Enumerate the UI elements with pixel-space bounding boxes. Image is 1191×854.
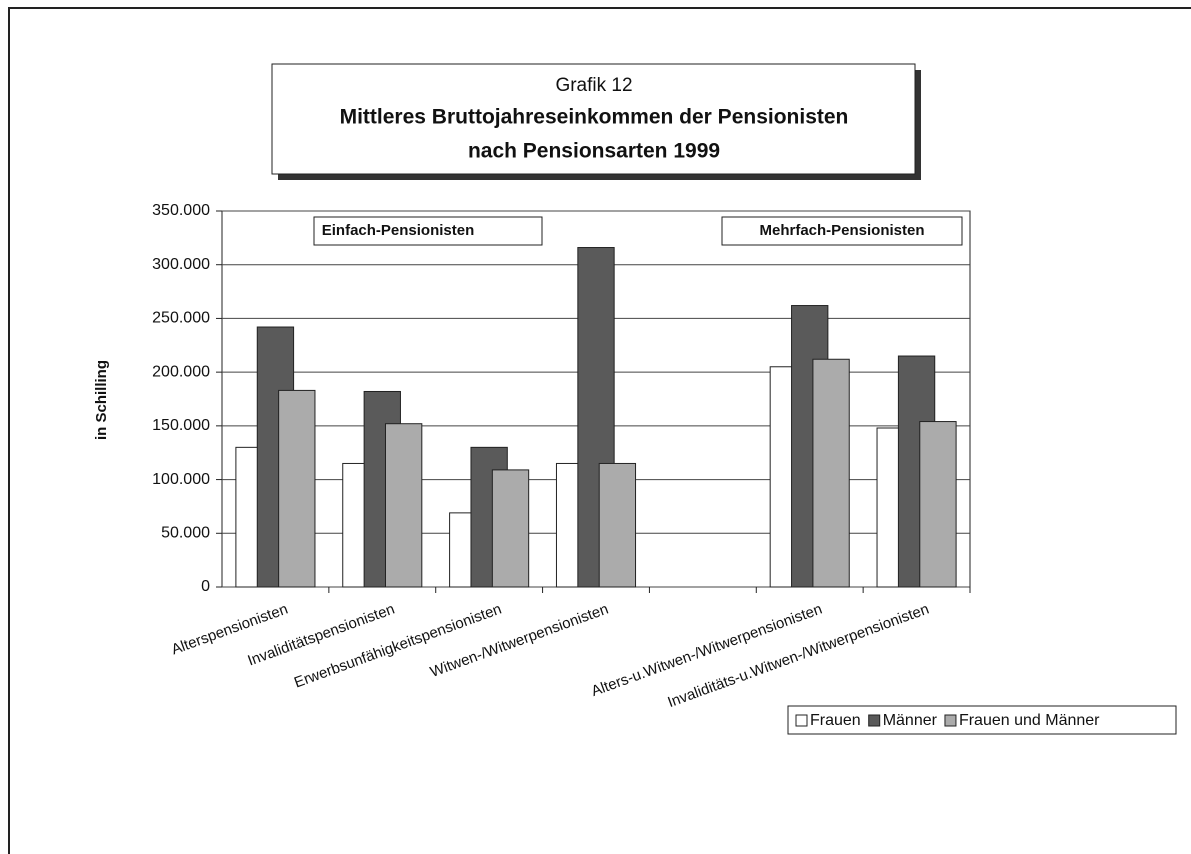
- legend-swatch: [868, 714, 881, 727]
- y-tick-label: 200.000: [152, 363, 210, 380]
- title-box: [271, 63, 916, 175]
- legend-label: Frauen: [810, 712, 861, 729]
- annotation-box: [313, 216, 543, 246]
- y-tick-label: 50.000: [161, 525, 210, 542]
- x-tick-label: Erwerbsunfähigkeitspensionisten: [292, 601, 504, 692]
- y-tick-label: 100.000: [152, 471, 210, 488]
- y-tick-label: 350.000: [152, 202, 210, 219]
- y-tick-label: 0: [201, 578, 210, 595]
- bar: [384, 423, 423, 588]
- y-tick-label: 150.000: [152, 417, 210, 434]
- y-axis-label: in Schilling: [93, 360, 110, 440]
- y-tick-label: 300.000: [152, 256, 210, 273]
- bar: [491, 469, 530, 588]
- bar: [812, 358, 850, 588]
- annotation-box: [721, 216, 963, 246]
- legend-swatch: [944, 714, 957, 727]
- legend-box: [787, 705, 1177, 735]
- x-tick-label: Witwen-/Witwerpensionisten: [428, 601, 611, 681]
- legend-label: Frauen und Männer: [959, 712, 1100, 729]
- bar: [919, 421, 957, 588]
- legend-swatch: [795, 714, 808, 727]
- annotation: Mehrfach-Pensionisten: [759, 222, 924, 239]
- chart-title: nach Pensionsarten 1999: [468, 140, 720, 163]
- y-tick-label: 250.000: [152, 310, 210, 327]
- annotation: Einfach-Pensionisten: [322, 222, 475, 239]
- bar: [598, 462, 637, 588]
- chart-subtitle: Grafik 12: [555, 75, 632, 96]
- legend-label: Männer: [883, 712, 938, 729]
- bar: [278, 389, 316, 588]
- chart-title: Mittleres Bruttojahreseinkommen der Pens…: [340, 106, 849, 129]
